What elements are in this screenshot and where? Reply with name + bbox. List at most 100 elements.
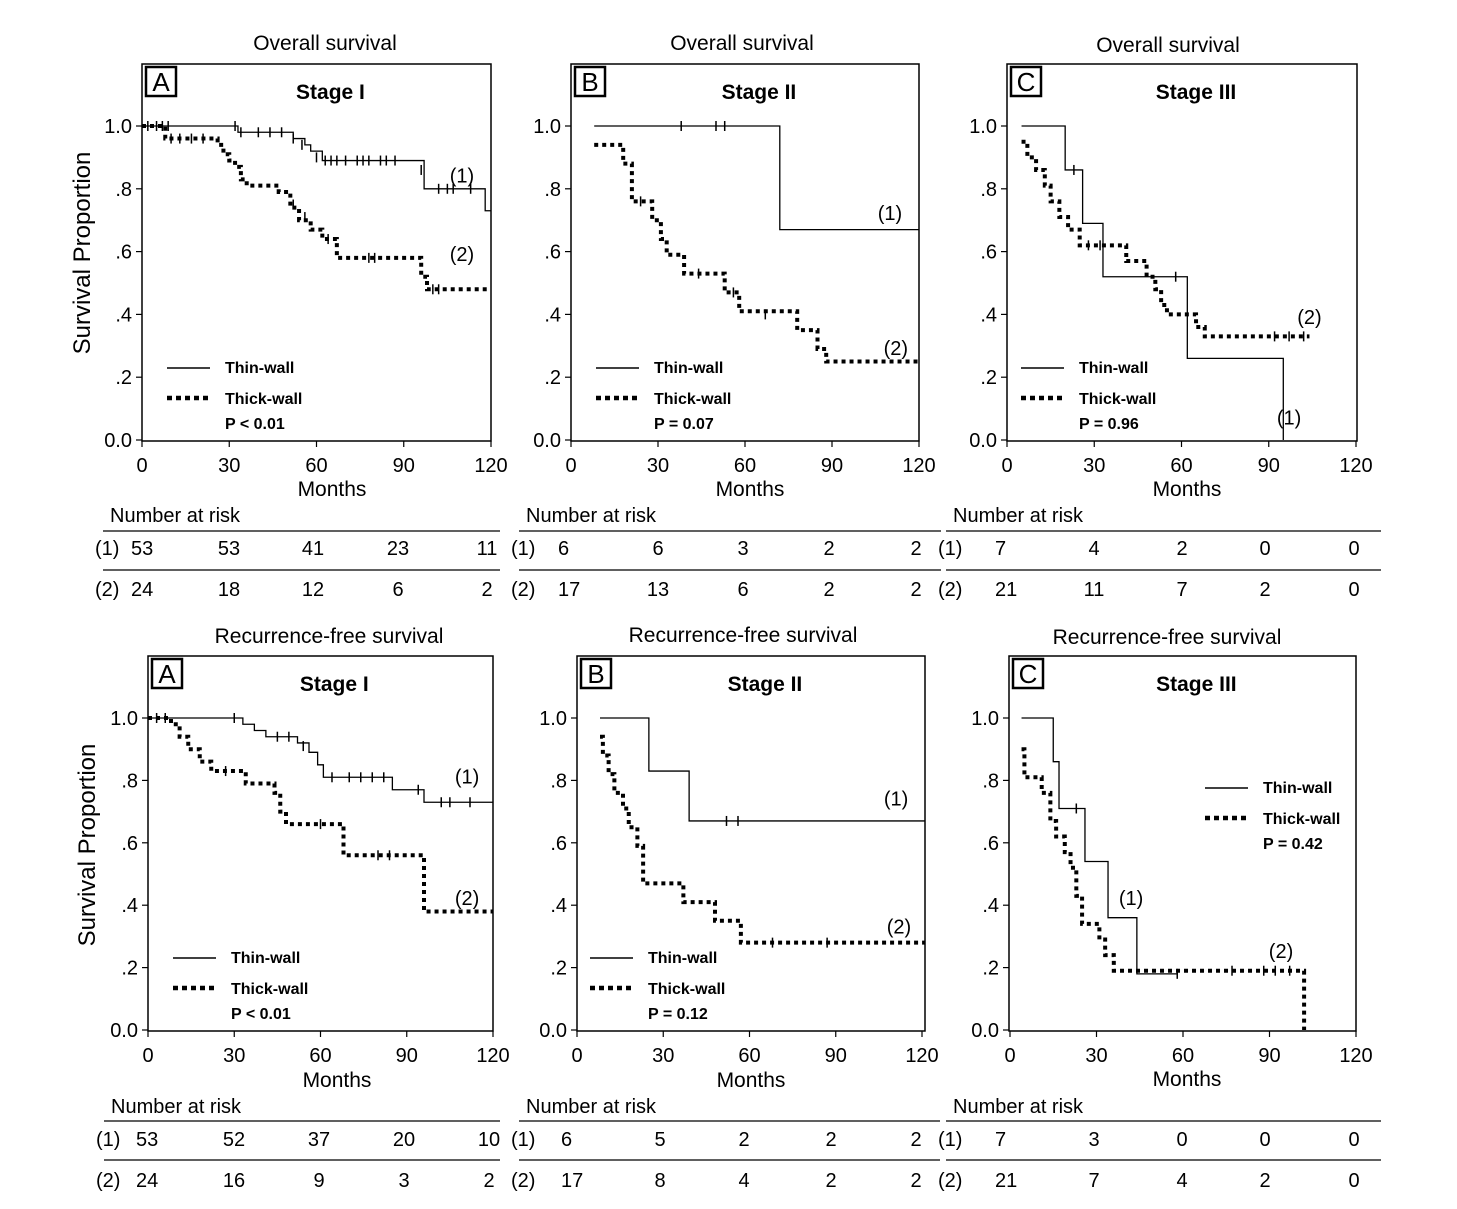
risk-value: 2 bbox=[910, 1170, 921, 1192]
thick-wall-curve bbox=[148, 716, 493, 914]
risk-value: 2 bbox=[823, 579, 834, 601]
y-tick-label: .2 bbox=[980, 367, 997, 389]
legend-thin-label: Thin-wall bbox=[1263, 780, 1332, 797]
thick-wall-curve bbox=[142, 124, 491, 292]
thin-wall-curve bbox=[594, 125, 919, 231]
y-tick-label: .4 bbox=[115, 304, 132, 326]
plot-frame bbox=[570, 63, 920, 442]
x-tick-label: 60 bbox=[305, 455, 327, 477]
y-tick-label: .8 bbox=[121, 770, 138, 792]
y-tick-label: 0.0 bbox=[971, 1020, 999, 1042]
risk-value: 2 bbox=[823, 538, 834, 560]
risk-value: 9 bbox=[313, 1170, 324, 1192]
x-tick-label: 120 bbox=[474, 455, 507, 477]
y-tick-label: .8 bbox=[115, 179, 132, 201]
y-tick-label: 0.0 bbox=[104, 430, 132, 452]
risk-value: 12 bbox=[302, 579, 324, 601]
risk-value: 0 bbox=[1259, 538, 1270, 560]
risk-value: 2 bbox=[1176, 538, 1187, 560]
x-tick-label: 120 bbox=[902, 455, 935, 477]
stage-label: Stage II bbox=[722, 81, 797, 104]
risk-value: 2 bbox=[1259, 579, 1270, 601]
risk-value: 41 bbox=[302, 538, 324, 560]
risk-value: 53 bbox=[218, 538, 240, 560]
p-value: P = 0.12 bbox=[648, 1006, 708, 1023]
legend-thick-label: Thick-wall bbox=[1263, 811, 1340, 828]
y-tick-label: .6 bbox=[115, 242, 132, 264]
risk-value: 0 bbox=[1348, 1129, 1359, 1151]
y-axis-label-bottom: Survival Proportion bbox=[74, 744, 101, 947]
panel-title: Recurrence-free survival bbox=[1053, 626, 1282, 649]
risk-value: 0 bbox=[1348, 579, 1359, 601]
legend-thin-label: Thin-wall bbox=[654, 360, 723, 377]
x-tick-label: 90 bbox=[1258, 1045, 1280, 1067]
risk-value: 17 bbox=[558, 579, 580, 601]
risk-value: 20 bbox=[393, 1129, 415, 1151]
thin-wall-curve bbox=[1021, 125, 1284, 440]
y-tick-label: .6 bbox=[550, 833, 567, 855]
y-tick-label: .4 bbox=[544, 304, 561, 326]
panels: Overall survival A Stage I 0.0 .2 .4 .6 .8 1.0 0 3… bbox=[95, 32, 1381, 1192]
risk-value: 6 bbox=[558, 538, 569, 560]
y-tick-label: 1.0 bbox=[533, 116, 561, 138]
risk-group-1: (1) bbox=[511, 538, 535, 560]
legend-thick-label: Thick-wall bbox=[1079, 391, 1156, 408]
y-tick-label: .6 bbox=[121, 833, 138, 855]
y-tick-label: 0.0 bbox=[539, 1020, 567, 1042]
risk-value: 16 bbox=[223, 1170, 245, 1192]
risk-value: 2 bbox=[825, 1129, 836, 1151]
thin-wall-curve bbox=[1021, 717, 1178, 975]
risk-group-2: (2) bbox=[511, 579, 535, 601]
p-value: P < 0.01 bbox=[225, 416, 285, 433]
x-tick-label: 90 bbox=[393, 455, 415, 477]
risk-value: 2 bbox=[910, 1129, 921, 1151]
x-axis-label: Months bbox=[1153, 478, 1222, 501]
risk-value: 5 bbox=[654, 1129, 665, 1151]
panel-letter-box bbox=[573, 65, 607, 98]
panel-title: Recurrence-free survival bbox=[215, 625, 444, 648]
x-tick-label: 30 bbox=[218, 455, 240, 477]
y-tick-label: .4 bbox=[121, 895, 138, 917]
panel-rfs-1: Recurrence-free survival A Stage I 0.0 .2 .4.… bbox=[96, 625, 510, 1192]
y-tick-label: .4 bbox=[980, 304, 997, 326]
risk-value: 53 bbox=[136, 1129, 158, 1151]
y-tick-label: .4 bbox=[550, 895, 567, 917]
x-tick-label: 120 bbox=[905, 1045, 938, 1067]
y-tick-label: .2 bbox=[982, 958, 999, 980]
y-tick-label: 0.0 bbox=[969, 430, 997, 452]
risk-value: 11 bbox=[477, 538, 498, 560]
panel-letter-box bbox=[144, 65, 178, 98]
x-tick-label: 120 bbox=[476, 1045, 509, 1067]
risk-value: 4 bbox=[738, 1170, 749, 1192]
x-tick-label: 30 bbox=[652, 1045, 674, 1067]
y-tick-label: .4 bbox=[982, 895, 999, 917]
x-tick-label: 120 bbox=[1339, 455, 1372, 477]
risk-value: 2 bbox=[483, 1170, 494, 1192]
y-tick-label: 0.0 bbox=[533, 430, 561, 452]
thick-wall-curve bbox=[1021, 139, 1310, 339]
x-tick-label: 0 bbox=[571, 1045, 582, 1067]
risk-value: 53 bbox=[131, 538, 153, 560]
risk-heading: Number at risk bbox=[953, 1096, 1084, 1118]
thin-wall-curve bbox=[600, 717, 925, 822]
risk-value: 6 bbox=[392, 579, 403, 601]
panel-title: Overall survival bbox=[1096, 34, 1240, 57]
panel-letter: C bbox=[1017, 67, 1036, 97]
risk-value: 18 bbox=[218, 579, 240, 601]
risk-value: 2 bbox=[825, 1170, 836, 1192]
risk-value: 0 bbox=[1348, 538, 1359, 560]
risk-heading: Number at risk bbox=[526, 1096, 657, 1118]
thin-wall-curve bbox=[142, 125, 491, 212]
panel-letter: B bbox=[587, 659, 604, 689]
stage-label: Stage I bbox=[296, 81, 365, 104]
p-value: P = 0.07 bbox=[654, 416, 714, 433]
panel-os-2: Overall survival B Stage II 0.0 .2 .4 .6 .8 1.0 0… bbox=[511, 32, 941, 601]
risk-value: 2 bbox=[481, 579, 492, 601]
y-tick-label: 1.0 bbox=[539, 708, 567, 730]
x-axis-label: Months bbox=[1153, 1068, 1222, 1091]
risk-group-1: (1) bbox=[938, 538, 962, 560]
risk-value: 24 bbox=[131, 579, 153, 601]
thick-wall-curve bbox=[600, 734, 925, 945]
y-tick-label: 1.0 bbox=[969, 116, 997, 138]
risk-value: 24 bbox=[136, 1170, 158, 1192]
